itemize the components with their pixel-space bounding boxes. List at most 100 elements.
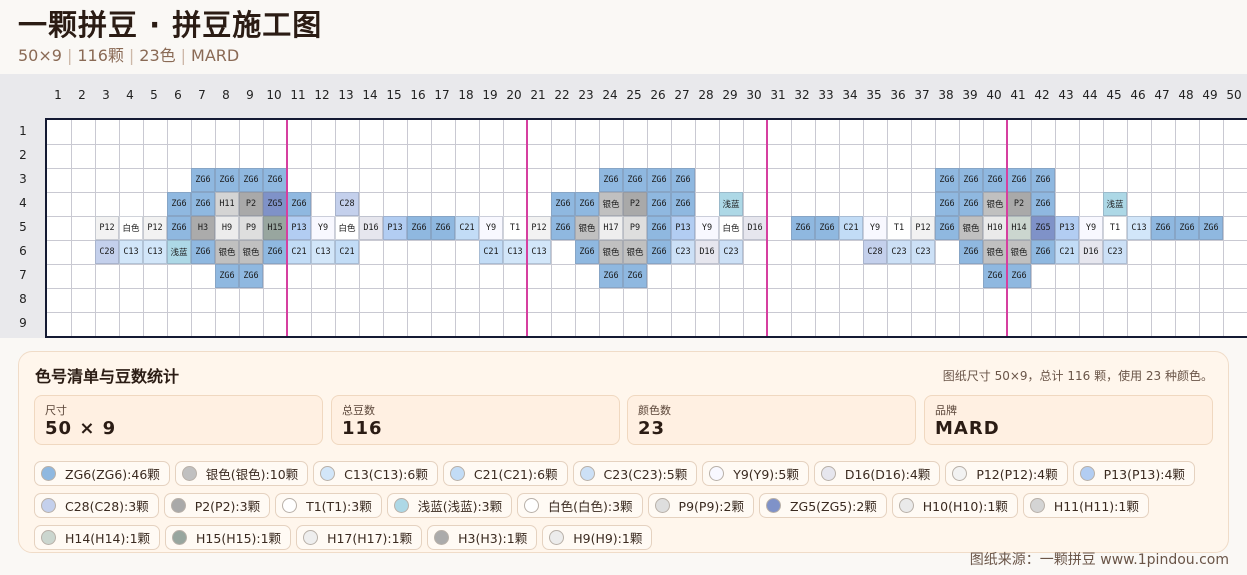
bead-cell[interactable]: H15 xyxy=(263,216,287,240)
bead-cell[interactable]: 银色 xyxy=(1007,240,1031,264)
bead-cell[interactable]: C21 xyxy=(287,240,311,264)
bead-cell[interactable]: C23 xyxy=(887,240,911,264)
bead-cell[interactable]: ZG6 xyxy=(815,216,839,240)
bead-cell[interactable]: 银色 xyxy=(239,240,263,264)
bead-cell[interactable]: C21 xyxy=(335,240,359,264)
bead-cell[interactable]: C13 xyxy=(119,240,143,264)
bead-cell[interactable]: ZG6 xyxy=(959,240,983,264)
bead-cell[interactable]: C28 xyxy=(335,192,359,216)
bead-cell[interactable]: C13 xyxy=(503,240,527,264)
bead-cell[interactable]: ZG6 xyxy=(647,168,671,192)
bead-cell[interactable]: P13 xyxy=(383,216,407,240)
bead-cell[interactable]: P12 xyxy=(527,216,551,240)
bead-cell[interactable]: C21 xyxy=(455,216,479,240)
bead-cell[interactable]: P12 xyxy=(911,216,935,240)
bead-cell[interactable]: C13 xyxy=(143,240,167,264)
bead-cell[interactable]: ZG6 xyxy=(575,240,599,264)
bead-cell[interactable]: C28 xyxy=(863,240,887,264)
bead-cell[interactable]: C13 xyxy=(527,240,551,264)
bead-cell[interactable]: ZG6 xyxy=(167,216,191,240)
bead-cell[interactable]: ZG6 xyxy=(647,192,671,216)
bead-cell[interactable]: Y9 xyxy=(479,216,503,240)
bead-cell[interactable]: ZG6 xyxy=(935,216,959,240)
pattern-board[interactable]: ZG6 ZG6 ZG6 ZG6 ZG6 ZG6 ZG6 ZG6 ZG6 ZG6 ZG6 ZG6 ZG6 Z… xyxy=(45,118,1247,338)
bead-cell[interactable]: ZG6 xyxy=(431,216,455,240)
bead-cell[interactable]: P2 xyxy=(623,192,647,216)
bead-cell[interactable]: ZG6 xyxy=(959,168,983,192)
bead-cell[interactable]: ZG6 xyxy=(215,168,239,192)
bead-cell[interactable]: H14 xyxy=(1007,216,1031,240)
bead-cell[interactable]: 银色 xyxy=(575,216,599,240)
bead-cell[interactable]: ZG6 xyxy=(215,264,239,288)
bead-cell[interactable]: D16 xyxy=(359,216,383,240)
bead-cell[interactable]: D16 xyxy=(695,240,719,264)
bead-cell[interactable]: Y9 xyxy=(863,216,887,240)
bead-cell[interactable]: ZG6 xyxy=(647,240,671,264)
bead-cell[interactable]: Y9 xyxy=(311,216,335,240)
bead-cell[interactable]: Y9 xyxy=(695,216,719,240)
bead-cell[interactable]: ZG6 xyxy=(623,168,647,192)
bead-cell[interactable]: 银色 xyxy=(983,192,1007,216)
bead-cell[interactable]: 白色 xyxy=(119,216,143,240)
bead-cell[interactable]: ZG6 xyxy=(671,192,695,216)
bead-cell[interactable]: Y9 xyxy=(1079,216,1103,240)
bead-cell[interactable]: C28 xyxy=(95,240,119,264)
bead-cell[interactable]: 银色 xyxy=(959,216,983,240)
bead-cell[interactable]: P9 xyxy=(623,216,647,240)
bead-cell[interactable]: H17 xyxy=(599,216,623,240)
bead-cell[interactable]: D16 xyxy=(743,216,767,240)
bead-cell[interactable]: H10 xyxy=(983,216,1007,240)
bead-cell[interactable]: ZG6 xyxy=(959,192,983,216)
bead-cell[interactable]: ZG6 xyxy=(623,264,647,288)
bead-cell[interactable]: P9 xyxy=(239,216,263,240)
bead-cell[interactable]: P12 xyxy=(95,216,119,240)
bead-cell[interactable]: ZG6 xyxy=(239,168,263,192)
bead-cell[interactable]: C23 xyxy=(1103,240,1127,264)
bead-cell[interactable]: ZG6 xyxy=(983,168,1007,192)
bead-cell[interactable]: ZG6 xyxy=(1007,168,1031,192)
bead-cell[interactable]: C21 xyxy=(479,240,503,264)
bead-cell[interactable]: ZG6 xyxy=(551,216,575,240)
bead-cell[interactable]: P13 xyxy=(671,216,695,240)
bead-cell[interactable]: T1 xyxy=(887,216,911,240)
bead-cell[interactable]: P12 xyxy=(143,216,167,240)
bead-cell[interactable]: ZG6 xyxy=(575,192,599,216)
bead-cell[interactable]: ZG6 xyxy=(1031,240,1055,264)
bead-cell[interactable]: 浅蓝 xyxy=(1103,192,1127,216)
bead-cell[interactable]: ZG5 xyxy=(263,192,287,216)
bead-cell[interactable]: ZG6 xyxy=(263,168,287,192)
bead-cell[interactable]: ZG6 xyxy=(935,192,959,216)
bead-cell[interactable]: 银色 xyxy=(599,192,623,216)
bead-cell[interactable]: H3 xyxy=(191,216,215,240)
bead-cell[interactable]: H11 xyxy=(215,192,239,216)
bead-cell[interactable]: P13 xyxy=(287,216,311,240)
bead-cell[interactable]: C21 xyxy=(839,216,863,240)
bead-cell[interactable]: 浅蓝 xyxy=(167,240,191,264)
bead-cell[interactable]: ZG6 xyxy=(1031,168,1055,192)
bead-cell[interactable]: C23 xyxy=(671,240,695,264)
bead-cell[interactable]: C23 xyxy=(911,240,935,264)
bead-cell[interactable]: C13 xyxy=(1127,216,1151,240)
bead-cell[interactable]: ZG6 xyxy=(191,168,215,192)
bead-cell[interactable]: H9 xyxy=(215,216,239,240)
bead-cell[interactable]: ZG6 xyxy=(671,168,695,192)
bead-cell[interactable]: P13 xyxy=(1055,216,1079,240)
bead-cell[interactable]: D16 xyxy=(1079,240,1103,264)
bead-cell[interactable]: ZG6 xyxy=(191,240,215,264)
bead-cell[interactable]: ZG6 xyxy=(263,240,287,264)
bead-cell[interactable]: C23 xyxy=(719,240,743,264)
bead-cell[interactable]: ZG6 xyxy=(1151,216,1175,240)
bead-cell[interactable]: T1 xyxy=(1103,216,1127,240)
bead-cell[interactable]: T1 xyxy=(503,216,527,240)
bead-cell[interactable]: 银色 xyxy=(623,240,647,264)
bead-cell[interactable]: ZG6 xyxy=(239,264,263,288)
bead-cell[interactable]: ZG6 xyxy=(551,192,575,216)
bead-cell[interactable]: 白色 xyxy=(335,216,359,240)
bead-cell[interactable]: ZG6 xyxy=(1031,192,1055,216)
bead-cell[interactable]: ZG6 xyxy=(287,192,311,216)
bead-cell[interactable]: C13 xyxy=(311,240,335,264)
bead-cell[interactable]: C21 xyxy=(1055,240,1079,264)
bead-cell[interactable]: ZG6 xyxy=(1175,216,1199,240)
bead-cell[interactable]: ZG6 xyxy=(599,168,623,192)
bead-cell[interactable]: ZG6 xyxy=(647,216,671,240)
